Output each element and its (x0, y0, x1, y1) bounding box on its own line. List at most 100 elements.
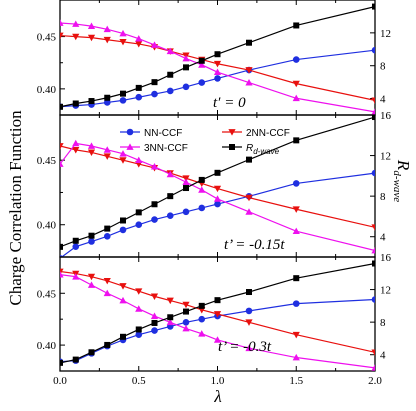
y-tick-label-right: 8 (380, 191, 386, 203)
y-tick-label-right: 12 (380, 285, 391, 297)
data-point (166, 87, 174, 95)
data-point (72, 356, 79, 363)
data-point (213, 68, 222, 76)
data-point (72, 243, 80, 250)
data-point (167, 71, 174, 78)
y-tick-label-right: 8 (380, 61, 386, 73)
data-point (198, 315, 206, 323)
data-point (88, 349, 95, 356)
data-point (151, 216, 158, 223)
data-point (135, 326, 142, 333)
x-tick-label: 0.0 (53, 375, 67, 387)
data-point (72, 33, 80, 41)
data-point (371, 364, 375, 371)
legend-label-sub: d-wave (253, 147, 279, 156)
legend-label: NN-CCF (144, 128, 182, 139)
data-point (246, 156, 252, 163)
data-point (198, 79, 206, 86)
y-tick-label-right: 16 (380, 252, 392, 264)
series-1 (60, 169, 375, 257)
data-point (198, 57, 205, 64)
data-point (87, 34, 96, 42)
y-tick-label-right: 16 (380, 110, 392, 122)
data-point (245, 194, 253, 202)
series-3 (60, 271, 375, 371)
data-point (119, 38, 127, 46)
data-point (72, 146, 80, 154)
data-point (60, 103, 63, 110)
x-tick-label: 0.5 (132, 375, 146, 387)
data-point (135, 331, 143, 339)
data-point (135, 93, 143, 101)
data-point (151, 79, 158, 86)
x-tick-label: 1.0 (211, 375, 225, 387)
legend-item-1: NN-CCF (120, 128, 182, 139)
data-point (292, 180, 300, 187)
series-4 (60, 260, 375, 366)
data-point (119, 97, 127, 104)
data-point (135, 221, 143, 229)
data-point (151, 319, 158, 326)
data-point (135, 84, 142, 91)
data-point (119, 226, 127, 234)
data-point (87, 22, 96, 30)
legend-marker (126, 143, 134, 150)
data-point (371, 108, 375, 115)
legend-label: Rd-wave (246, 143, 280, 156)
y-tick-label-right: 12 (380, 28, 391, 40)
panels-group: 0.40 0.45 4 8 12 t′ = 0 0.40 0.45 4 8 12 16 t’ = -0.… (37, 0, 392, 387)
data-point (104, 225, 111, 232)
data-point (166, 170, 174, 178)
data-point (60, 32, 64, 40)
data-point (371, 349, 375, 356)
series-3 (60, 19, 375, 115)
data-point (245, 319, 253, 326)
y-tick-label-left: 0.45 (37, 155, 57, 167)
data-point (292, 300, 300, 307)
data-point (246, 289, 252, 296)
data-point (372, 115, 375, 121)
series-2 (60, 268, 375, 356)
data-point (198, 61, 206, 68)
data-point (166, 212, 174, 219)
data-point (198, 176, 205, 183)
data-point (88, 98, 95, 105)
y-tick-label-left: 0.40 (37, 220, 57, 232)
data-point (245, 78, 253, 86)
legend-item-2: 2NN-CCF (222, 128, 290, 139)
data-point (150, 163, 159, 170)
data-point (183, 64, 189, 71)
y-tick-label-left: 0.45 (37, 288, 57, 300)
y-tick-label-left: 0.45 (37, 32, 57, 44)
data-point (371, 296, 375, 303)
data-point (135, 209, 142, 216)
panel-1: 0.40 0.45 4 8 12 t′ = 0 (37, 0, 391, 116)
data-point (292, 331, 300, 339)
data-point (60, 19, 64, 26)
data-point (167, 193, 174, 200)
x-axis-label: λ (213, 387, 221, 406)
data-point (182, 324, 190, 332)
data-point (245, 307, 253, 315)
data-point (120, 217, 126, 224)
data-point (292, 94, 300, 102)
data-point (72, 273, 80, 280)
data-point (166, 297, 174, 305)
data-point (151, 327, 158, 334)
data-point (88, 238, 95, 245)
y-tick-label-right: 8 (380, 317, 386, 329)
data-point (371, 97, 375, 104)
data-point (371, 169, 375, 177)
data-point (103, 153, 111, 160)
data-point (72, 20, 80, 27)
data-point (103, 36, 111, 44)
data-point (183, 308, 189, 315)
data-point (151, 201, 158, 208)
legend-label-main: R (246, 143, 253, 154)
data-point (292, 80, 300, 88)
data-point (213, 60, 222, 68)
data-point (371, 224, 375, 231)
legend-marker (228, 129, 236, 136)
data-point (245, 344, 253, 352)
data-point (135, 288, 143, 295)
